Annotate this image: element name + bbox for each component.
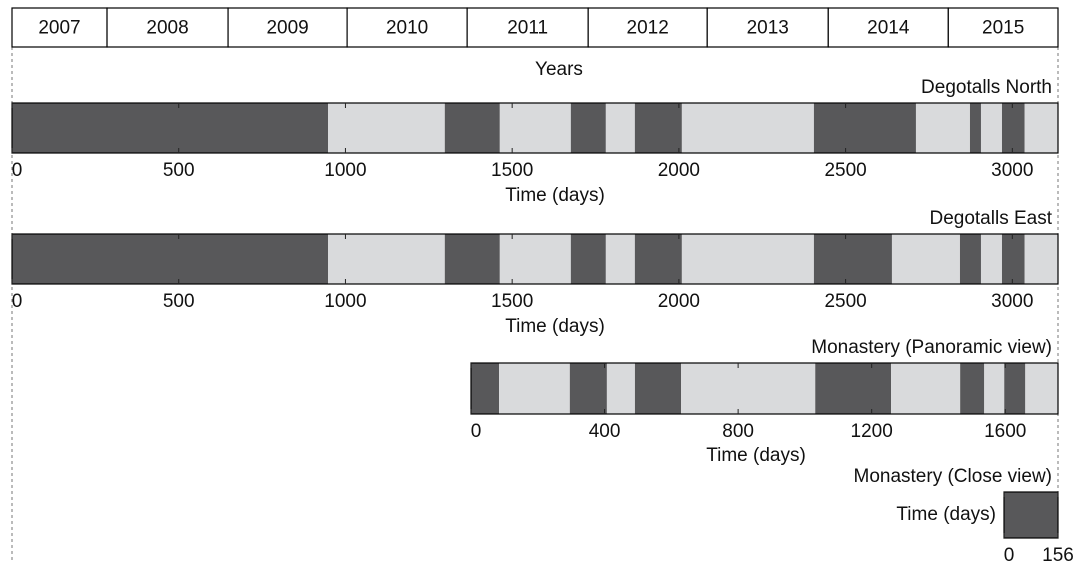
segment <box>499 363 570 414</box>
segment <box>605 103 635 153</box>
segment <box>1025 363 1058 414</box>
segment <box>681 234 814 284</box>
segment <box>980 103 1002 153</box>
segment <box>328 234 445 284</box>
segment <box>980 234 1002 284</box>
x-tick-label: 1000 <box>324 160 366 181</box>
x-tick-label: 2500 <box>824 291 866 312</box>
segment <box>634 363 682 414</box>
segment <box>634 103 682 153</box>
timeline-title: Degotalls East <box>929 208 1052 229</box>
segment <box>570 103 606 153</box>
year-cell <box>587 7 708 48</box>
x-tick-label: 0 <box>1004 545 1015 565</box>
segment <box>960 363 985 414</box>
x-axis-label: Time (days) <box>505 185 605 206</box>
year-label: 2011 <box>507 18 548 39</box>
year-label: 2012 <box>627 18 669 39</box>
timeline-title: Monastery (Panoramic view) <box>811 337 1052 358</box>
x-tick-label: 0 <box>12 291 23 312</box>
x-tick-label: 2000 <box>658 160 700 181</box>
segment <box>891 234 960 284</box>
year-cell <box>106 7 229 48</box>
x-tick-label: 156 <box>1042 545 1074 565</box>
segment <box>959 234 981 284</box>
segment <box>891 363 961 414</box>
segment <box>1001 103 1025 153</box>
x-axis-label: Time (days) <box>505 316 605 337</box>
segment <box>569 363 607 414</box>
year-label: 2013 <box>747 18 789 39</box>
segment <box>499 234 571 284</box>
year-label: 2007 <box>38 18 80 39</box>
year-cell <box>346 7 468 48</box>
year-cell <box>11 7 108 48</box>
x-tick-label: 3000 <box>991 160 1033 181</box>
bar-outline <box>470 362 1059 415</box>
segment <box>444 234 500 284</box>
segment <box>815 363 892 414</box>
year-label: 2014 <box>867 18 910 39</box>
segment <box>1004 363 1026 414</box>
x-tick-label: 0 <box>12 160 23 181</box>
bar-outline <box>11 102 1059 154</box>
segment <box>915 103 970 153</box>
year-cell <box>706 7 829 48</box>
segment <box>328 103 445 153</box>
segment <box>605 234 635 284</box>
segment <box>471 363 500 414</box>
x-axis-label: Years <box>535 59 583 80</box>
year-cell <box>827 7 949 48</box>
x-axis-label: Time (days) <box>896 504 996 525</box>
segment <box>1004 492 1058 538</box>
x-tick-label: 0 <box>471 421 482 442</box>
x-tick-label: 500 <box>163 160 195 181</box>
x-tick-label: 400 <box>589 421 621 442</box>
x-tick-label: 1600 <box>984 421 1026 442</box>
x-tick-label: 2000 <box>658 291 700 312</box>
year-label: 2015 <box>982 18 1024 39</box>
bar-outline <box>11 233 1059 285</box>
year-label: 2010 <box>386 18 428 39</box>
year-cell <box>466 7 589 48</box>
x-tick-label: 800 <box>722 421 754 442</box>
segment <box>1001 234 1025 284</box>
segment <box>984 363 1005 414</box>
timeline-title: Degotalls North <box>921 77 1052 98</box>
x-tick-label: 500 <box>163 291 195 312</box>
x-tick-label: 1000 <box>324 291 366 312</box>
x-tick-label: 1500 <box>491 160 533 181</box>
segment <box>570 234 606 284</box>
x-axis-label: Time (days) <box>706 445 806 466</box>
segment <box>969 103 981 153</box>
segment <box>681 363 816 414</box>
x-tick-label: 2500 <box>824 160 866 181</box>
year-label: 2009 <box>266 18 308 39</box>
segment <box>12 234 329 284</box>
x-tick-label: 1500 <box>491 291 533 312</box>
segment <box>444 103 500 153</box>
segment <box>634 234 682 284</box>
x-tick-label: 3000 <box>991 291 1033 312</box>
year-label: 2008 <box>146 18 188 39</box>
segment <box>813 103 916 153</box>
segment <box>606 363 635 414</box>
timeline-title: Monastery (Close view) <box>854 466 1053 487</box>
segment <box>12 103 329 153</box>
segment <box>1024 234 1058 284</box>
x-tick-label: 1200 <box>851 421 893 442</box>
segment <box>681 103 814 153</box>
segment <box>813 234 892 284</box>
segment <box>499 103 571 153</box>
bar-outline <box>1003 491 1059 539</box>
year-cell <box>947 7 1059 48</box>
segment <box>1024 103 1058 153</box>
